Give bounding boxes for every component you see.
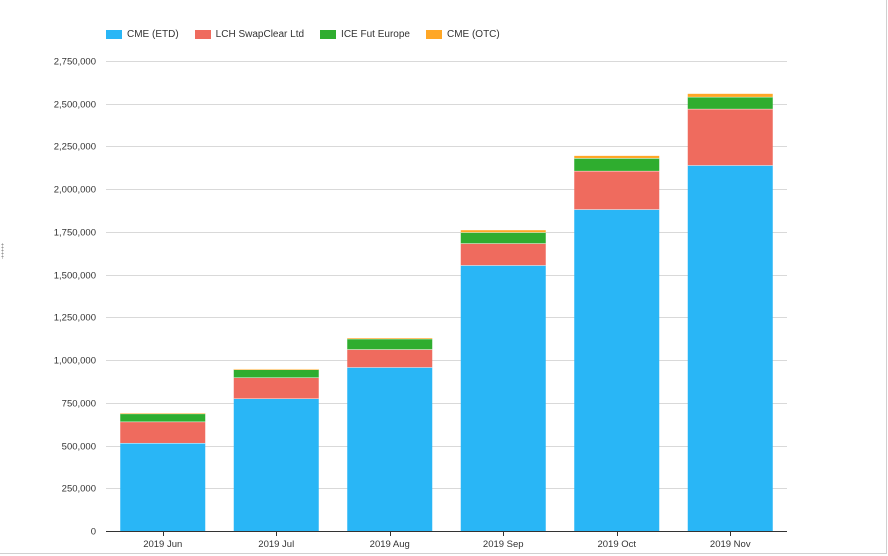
legend-label: CME (OTC)	[446, 28, 500, 40]
x-tick-label: 2019 Jun	[143, 539, 182, 550]
y-tick-label: 1,500,000	[54, 271, 96, 282]
bar-segment-cme-otc[interactable]	[120, 413, 206, 414]
y-tick-label: 500,000	[62, 442, 96, 453]
y-tick-label: 2,000,000	[54, 185, 96, 196]
legend-item[interactable]: CME (OTC)	[425, 28, 500, 40]
bar-segment-cme-otc[interactable]	[460, 230, 546, 233]
bar-segment-lch-swapclear-ltd[interactable]	[233, 377, 319, 399]
bar-segment-ice-fut-europe[interactable]	[574, 158, 660, 171]
bar-segment-cme-otc[interactable]	[574, 155, 660, 159]
y-tick-label: 750,000	[62, 399, 96, 410]
bar-segment-lch-swapclear-ltd[interactable]	[574, 170, 660, 210]
legend-label: CME (ETD)	[127, 28, 179, 40]
bar-segment-cme-etd[interactable]	[574, 209, 660, 531]
bar-segment-ice-fut-europe[interactable]	[347, 338, 433, 350]
bar-segment-ice-fut-europe[interactable]	[120, 413, 206, 422]
bar-segment-cme-etd[interactable]	[347, 367, 433, 531]
x-tick-label: 2019 Jul	[258, 539, 294, 550]
x-tick-label: 2019 Sep	[483, 539, 524, 550]
y-tick-label: 1,000,000	[54, 356, 96, 367]
bar-segment-lch-swapclear-ltd[interactable]	[687, 108, 773, 166]
bar-segment-lch-swapclear-ltd[interactable]	[120, 421, 206, 443]
legend-item[interactable]: CME (ETD)	[106, 29, 179, 40]
y-tick-label: 1,750,000	[54, 228, 96, 239]
resize-grip-icon[interactable]	[1, 243, 4, 259]
bar-segment-lch-swapclear-ltd[interactable]	[347, 349, 433, 368]
y-tick-label: 2,250,000	[54, 142, 96, 153]
legend-item[interactable]: LCH SwapClear Ltd	[194, 28, 305, 40]
legend-swatch	[425, 29, 442, 39]
legend-swatch	[194, 29, 211, 39]
legend-swatch	[106, 29, 122, 39]
y-tick-label: 2,750,000	[54, 57, 96, 68]
legend-swatch	[320, 29, 337, 39]
bar-segment-cme-otc[interactable]	[233, 368, 319, 370]
bar-segment-cme-otc[interactable]	[347, 338, 433, 339]
y-tick-label: 2,500,000	[54, 100, 96, 111]
x-tick-label: 2019 Nov	[710, 539, 751, 550]
y-tick-label: 250,000	[62, 484, 96, 495]
y-tick-label: 1,250,000	[54, 313, 96, 324]
bar-segment-cme-etd[interactable]	[687, 165, 773, 531]
bar-segment-cme-etd[interactable]	[233, 398, 319, 531]
bar-segment-cme-etd[interactable]	[120, 442, 206, 531]
legend-item[interactable]: ICE Fut Europe	[320, 29, 410, 40]
bar-segment-ice-fut-europe[interactable]	[687, 96, 773, 109]
y-tick-label: 0	[91, 527, 96, 538]
x-tick-label: 2019 Aug	[370, 539, 410, 550]
legend-label: ICE Fut Europe	[341, 28, 410, 40]
bar-segment-cme-etd[interactable]	[460, 265, 546, 531]
bar-segment-cme-otc[interactable]	[687, 93, 773, 97]
bar-segment-lch-swapclear-ltd[interactable]	[460, 243, 546, 266]
bar-segment-ice-fut-europe[interactable]	[233, 369, 319, 378]
legend-label: LCH SwapClear Ltd	[215, 28, 305, 40]
bar-segment-ice-fut-europe[interactable]	[460, 232, 546, 244]
chart-legend: CME (ETD) LCH SwapClear Ltd ICE Fut Europe…	[106, 27, 516, 41]
x-tick-label: 2019 Oct	[597, 539, 636, 550]
